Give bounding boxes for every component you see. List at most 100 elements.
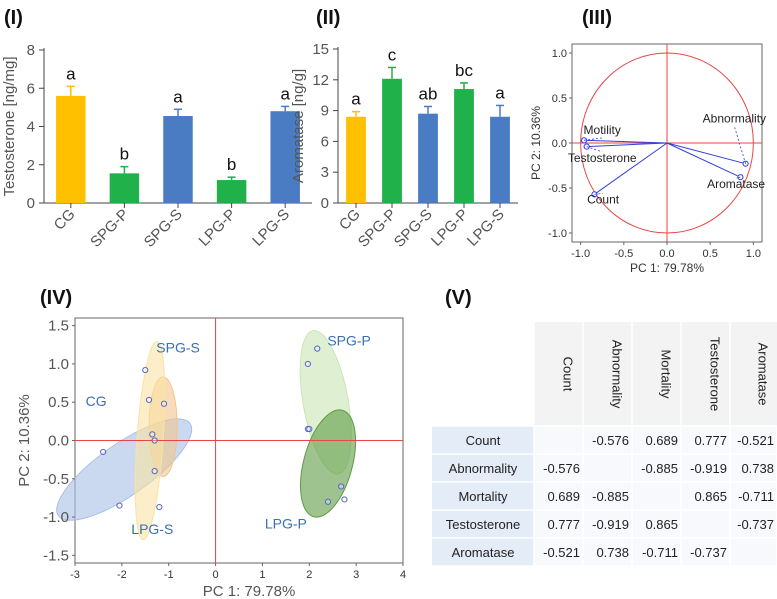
loading-leader-line <box>584 137 603 141</box>
significance-label: c <box>388 45 397 64</box>
x-tick-label: 1 <box>259 569 265 581</box>
bar <box>346 116 366 203</box>
testosterone-bar-chart: 0 2 4 6 8 Testosterone [ng/mg] a CG b SPG-P a SPG-S… <box>1 42 312 251</box>
x-tick-label: 2 <box>306 569 312 581</box>
panel-label-iv: (IV) <box>40 287 72 309</box>
x-tick-label: 3 <box>353 569 359 581</box>
table-row-header: Abnormality <box>449 461 518 476</box>
significance-label: bc <box>455 61 473 80</box>
table-header-bg <box>534 322 777 426</box>
table-cell: 0.689 <box>645 433 678 448</box>
table-cell: 0.865 <box>694 489 727 504</box>
bar <box>490 116 510 203</box>
y-tick-label: 3 <box>321 164 329 181</box>
x-tick-label: -2 <box>117 569 127 581</box>
score-point <box>314 345 321 352</box>
table-cell: -0.711 <box>642 545 678 560</box>
table-cell: 0.865 <box>645 517 678 532</box>
score-point <box>304 360 311 368</box>
loading-vector <box>594 142 668 195</box>
table-cell: -0.737 <box>690 545 727 560</box>
x-tick-label: 0.0 <box>659 248 674 260</box>
category-label: SPG-P <box>87 206 132 251</box>
table-cell: 0.689 <box>547 489 580 504</box>
category-label: LPG-P <box>196 206 240 250</box>
x-axis-title: PC 1: 79.78% <box>630 261 704 275</box>
table-row-header: Aromatase <box>452 545 515 560</box>
bar <box>454 89 474 203</box>
x-tick-label: -0.5 <box>614 248 633 260</box>
table-cell: -0.576 <box>592 433 629 448</box>
bar <box>163 115 193 203</box>
loading-label: Count <box>587 192 620 206</box>
loading-leader-line <box>736 176 741 179</box>
y-tick-label: -0.5 <box>548 183 567 195</box>
table-cell: 0.777 <box>694 433 727 448</box>
loading-leader-line <box>594 192 604 195</box>
score-point <box>324 498 332 505</box>
category-label: SPG-S <box>141 206 186 251</box>
score-point <box>151 468 158 475</box>
panel-label-v: (V) <box>445 287 472 309</box>
loadings-plot: -1.0 -0.5 0.0 0.5 1.0 -1.0 -0.5 0.0 0.5 1.0 PC 1: … <box>529 43 766 275</box>
group-ellipse <box>300 409 357 518</box>
correlation-table: Count Abnormality Mortality Testosterone Aro… <box>432 322 777 567</box>
y-tick-label: 4 <box>27 119 35 136</box>
significance-label: a <box>173 87 183 106</box>
panel-label-ii: (II) <box>316 7 340 29</box>
loading-leader-line <box>586 146 603 153</box>
significance-label: a <box>351 90 361 109</box>
group-label: LPG-S <box>131 521 173 537</box>
table-column-header: Count <box>561 357 576 392</box>
aromatase-bar-chart: 0 3 6 9 12 15 Aromatase [ng/g] a CG c SPG-P ab SPG-S… <box>290 41 518 251</box>
bar <box>270 111 300 203</box>
score-point <box>160 400 168 407</box>
y-tick-label: -0.5 <box>43 471 69 488</box>
y-tick-label: 6 <box>321 133 329 150</box>
category-label: LPG-S <box>464 206 508 250</box>
scores-plot: CG SPG-S LPG-S SPG-P LPG-P -3 -2 -1 0 1 2 3 4 -1.5 -1.… <box>16 317 406 599</box>
category-label: CG <box>51 206 79 234</box>
table-cell: 0.738 <box>741 461 774 476</box>
table-cell: -0.919 <box>690 461 727 476</box>
y-tick-label: 0.0 <box>48 433 69 450</box>
score-point <box>116 502 123 509</box>
table-cell: -0.711 <box>738 489 774 504</box>
y-tick-label: 0.0 <box>552 138 567 150</box>
table-cell: -0.919 <box>592 517 629 532</box>
loading-label: Motility <box>584 123 621 137</box>
table-column-header: Aromatase <box>756 343 771 406</box>
table-cell: -0.885 <box>592 489 629 504</box>
y-tick-label: 2 <box>27 157 35 174</box>
y-tick-label: 0 <box>321 195 329 212</box>
x-tick-label: -1.0 <box>571 248 590 260</box>
score-point <box>151 437 158 444</box>
x-tick-label: 1.0 <box>746 248 761 260</box>
score-point <box>338 483 345 490</box>
score-point <box>341 496 348 503</box>
score-point <box>145 396 153 404</box>
significance-label: b <box>227 155 236 174</box>
table-column-header: Mortality <box>659 349 674 399</box>
x-tick-label: 4 <box>400 569 406 581</box>
y-tick-label: 0.5 <box>48 394 69 411</box>
loading-point <box>742 160 749 167</box>
bar <box>216 180 247 203</box>
score-point <box>100 448 107 456</box>
y-tick-label: 1.5 <box>48 318 69 335</box>
y-tick-label: 6 <box>27 80 35 97</box>
y-axis-title: Aromatase [ng/g] <box>290 69 307 183</box>
x-axis-title: PC 1: 79.78% <box>203 583 296 599</box>
x-tick-label: 0.5 <box>703 248 718 260</box>
y-tick-label: -1.5 <box>43 547 69 564</box>
y-tick-label: 8 <box>27 42 35 59</box>
y-tick-label: 1.0 <box>48 356 69 373</box>
significance-label: a <box>495 83 505 102</box>
table-row-header-bg <box>432 426 534 566</box>
y-tick-label: 0.5 <box>552 93 567 105</box>
loading-vector <box>584 139 668 144</box>
y-axis-title: PC 2: 10.36% <box>529 106 543 180</box>
table-cell: -0.737 <box>737 517 774 532</box>
significance-label: a <box>280 84 290 103</box>
